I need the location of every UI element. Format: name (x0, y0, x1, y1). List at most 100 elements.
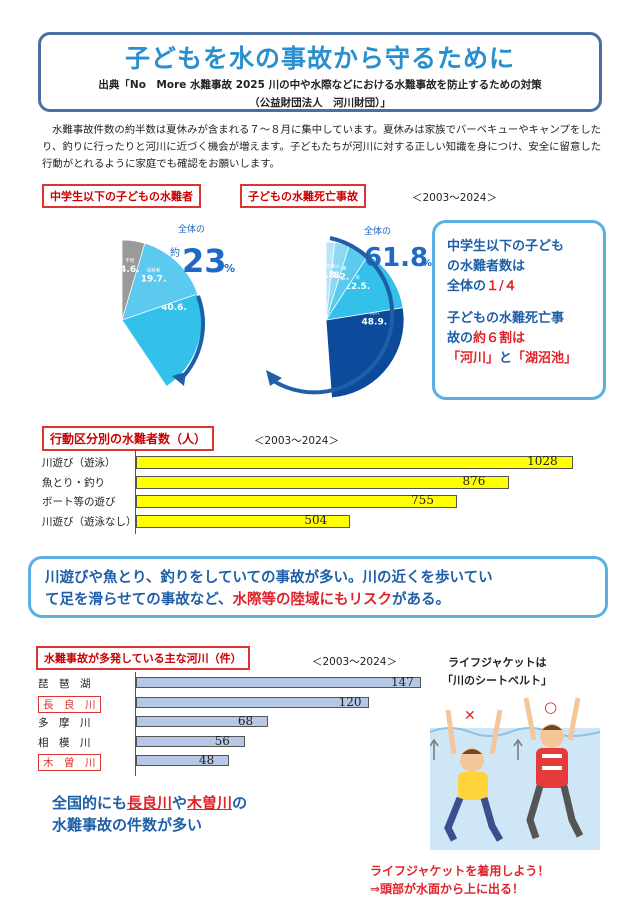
pie-left-arc-arrow (178, 295, 206, 382)
summary3-river-2: 木曽川 (187, 794, 233, 812)
bar (136, 495, 458, 508)
lifejacket-heading: ライフジャケットは 「川のシートベルト」 (442, 654, 552, 690)
callout2-line2-red: 水際等の陸域にもリスク (232, 592, 392, 608)
pie-right-pct: 61.8 (364, 243, 428, 273)
pie-value-label: 48.9. (362, 317, 388, 327)
summary3-prefix: 全国的にも (52, 794, 128, 812)
summary3-line2: 水難事故の件数が多い (52, 816, 203, 834)
section3-period: ＜2003～2024＞ (312, 656, 397, 668)
up-arrow-icon (430, 738, 439, 760)
pie-category-label: 海 (355, 274, 360, 281)
callout2-line2-suffix: がある。 (391, 592, 450, 608)
bar-value-label: 68 (237, 714, 254, 728)
callout1-line6-a: 「河川」 (447, 351, 500, 366)
lifejacket-footer-2: ⇒頭部が水面から上に出る！ (370, 882, 525, 896)
bar-value-label: 48 (199, 753, 215, 767)
wrong-mark-icon: ✕ (464, 708, 476, 724)
up-arrow-icon (513, 738, 523, 760)
pie-value-label: 22.5. (345, 282, 371, 292)
callout1-line4: 子どもの水難死亡事 (447, 311, 565, 326)
child-without-jacket (444, 709, 504, 842)
bar-value-label: 755 (411, 493, 434, 507)
bar-category-label: 魚とり・釣り (42, 476, 105, 489)
bar (136, 716, 268, 727)
bar-value-label: 504 (304, 512, 328, 527)
callout2-line1: 川遊びや魚とり、釣りをしていての事故が多い。川の近くを歩いてい (45, 570, 493, 586)
pie-right-pct-unit: % (422, 258, 432, 269)
pie-right-arc-arrow (270, 236, 395, 395)
intro-paragraph: 水難事故件数の約半数は夏休みが含まれる７～８月に集中しています。夏休みは家族でバ… (42, 124, 602, 170)
pie-left-total-label: 全体の (178, 223, 205, 235)
activity-chart-label: 行動区分別の水難者数（人） (42, 426, 215, 451)
pie-right-total-label: 全体の (364, 225, 391, 237)
callout1-line3-prefix: 全体の (447, 279, 487, 294)
bar-value-label: 56 (214, 733, 230, 748)
pie-value-label: 19.7. (141, 275, 167, 285)
child-with-jacket (523, 697, 584, 840)
bar (136, 755, 230, 766)
children-death-label: 子どもの水難死亡事故 (240, 184, 366, 208)
callout1-line6-mid: と (499, 351, 513, 366)
summary3-suffix: の (232, 794, 248, 812)
pie-category-label: 不明 (125, 258, 134, 264)
callout1-line2: の水難者数は (447, 259, 526, 274)
bar-category-label: ボート等の遊び (42, 496, 116, 508)
pie-category-label: 高齢者 (147, 267, 161, 274)
river-chart-label: 水難事故が多発している主な河川（件） (36, 646, 250, 670)
callout-summary-1: 中学生以下の子ども の水難者数は 全体の１/４ 子どもの水難死亡事 故の約６割は… (432, 220, 606, 400)
bar-category-label: 琵 琶 湖 (38, 678, 91, 690)
bar (136, 514, 351, 528)
pie-category-label: プール (327, 264, 341, 270)
pie-value-label: 1.8. (319, 271, 338, 281)
arrow-head-icon (266, 370, 282, 386)
pie-value-label: 4.6. (120, 265, 139, 275)
title-box: 子どもを水の事故から守るために 出典「No More 水難事故 2025 川の中… (38, 32, 602, 112)
source-line-2: （公益財団法人 河川財団）」 (249, 97, 391, 109)
river-summary: 全国的にも長良川や木曽川の 水難事故の件数が多い (52, 792, 247, 836)
callout1-line5-prefix: 故の (447, 331, 474, 346)
arrow-head-icon (172, 372, 186, 386)
pie-left-pct-unit: % (224, 262, 235, 275)
pie-value-label: 4.8. (324, 271, 343, 281)
pie-left-approx: 約 (170, 246, 180, 259)
lifejacket-footer: ライフジャケットを着用しよう！ ⇒頭部が水面から上に出る！ (370, 862, 549, 898)
lifejacket-illustration: ✕ ○ (430, 697, 600, 850)
children-victims-label: 中学生以下の子どもの水難者 (42, 184, 201, 208)
bar (136, 456, 574, 469)
lifejacket-heading-1: ライフジャケットは (448, 656, 547, 669)
pie-value-label: 40.6. (161, 303, 187, 313)
bar-category-label: 木 曽 川 (38, 754, 101, 771)
bar-category-label: 川遊び（遊泳なし） (42, 515, 137, 528)
river-chart-axis (135, 672, 136, 776)
callout1-line1: 中学生以下の子ども (447, 239, 565, 254)
pie-slice (325, 241, 336, 321)
bar (136, 677, 421, 688)
pie-category-label: その他 (322, 263, 336, 270)
summary3-mid: や (172, 794, 188, 812)
bar-category-label: 長 良 川 (38, 695, 101, 713)
correct-mark-icon: ○ (544, 698, 557, 716)
pie-slice (121, 239, 146, 321)
callout1-line6-b: 「湖沼池」 (512, 351, 578, 366)
activity-chart-axis (135, 450, 136, 534)
section1-period: ＜2003～2024＞ (412, 192, 497, 204)
pie-left-pct: 23 (182, 242, 227, 280)
bar (136, 475, 509, 489)
section2-period: ＜2003～2024＞ (254, 435, 339, 447)
summary3-river-1: 長良川 (127, 794, 173, 812)
children-death-pie: 河川48.9.湖沼池12.9.海22.5.用水路9.2.プール4.8.その他1.… (266, 225, 432, 399)
bar-value-label: 876 (462, 473, 486, 488)
pie-category-label: 河川 (370, 309, 379, 316)
callout2-line2-prefix: て足を滑らせての事故など、 (45, 592, 233, 608)
callout-summary-2: 川遊びや魚とり、釣りをしていての事故が多い。川の近くを歩いてい て足を滑らせての… (28, 556, 608, 618)
bar-value-label: 120 (338, 694, 362, 709)
children-victims-pie: 河川4.4.小学生12.8.中学生5.4.高校生4.9.大学生7.6.社会人40… (120, 223, 235, 388)
source-line-1: 出典「No More 水難事故 2025 川の中や水際などにおける水難事故を防止… (98, 79, 542, 91)
bar-category-label: 相 模 川 (38, 736, 91, 749)
lifejacket-heading-2: 「川のシートベルト」 (442, 674, 552, 687)
bar (136, 696, 369, 708)
bar-category-label: 川遊び（遊泳） (42, 457, 116, 469)
pie-value-label: 9.2. (330, 273, 349, 283)
bar-category-label: 多 摩 川 (38, 717, 91, 729)
lifejacket-footer-1: ライフジャケットを着用しよう！ (370, 864, 550, 878)
